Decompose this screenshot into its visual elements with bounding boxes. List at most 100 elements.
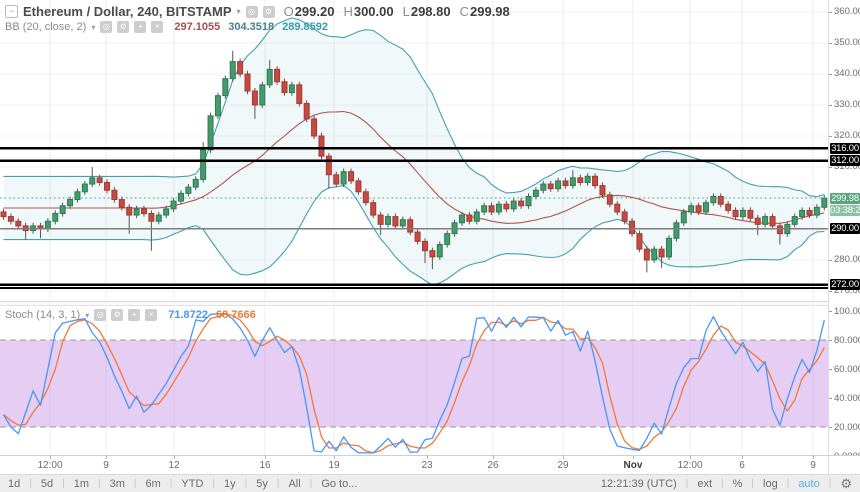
stoch-indicator-label[interactable]: Stoch (14, 3, 1) — [5, 309, 81, 321]
toolbar-separator: | — [133, 478, 137, 489]
plus-icon[interactable]: + — [134, 21, 147, 33]
stoch-axis-label: 20.0000 — [834, 421, 860, 433]
chevron-down-icon[interactable]: ▾ — [236, 7, 241, 16]
price-level-badge: 316.00 — [830, 142, 860, 154]
close-icon[interactable]: × — [145, 309, 158, 321]
toolbar-separator: | — [62, 478, 65, 489]
price-axis[interactable]: 360.00 350.00 340.00 330.00 320.00 310.00 280.… — [828, 0, 860, 462]
bb-indicator-label[interactable]: BB (20, close, 2) — [5, 21, 87, 33]
price-axis-label: 270.00 — [834, 285, 860, 297]
eye-icon[interactable]: ◎ — [245, 5, 258, 18]
axis-corner — [828, 455, 860, 474]
high-label: H — [343, 4, 353, 19]
open-value: 299.20 — [294, 4, 335, 19]
stoch-axis-label: 40.0000 — [834, 392, 860, 404]
chevron-down-icon[interactable]: ▾ — [91, 22, 96, 32]
range-button-1m[interactable]: 1m — [73, 477, 89, 490]
toolbar-separator: | — [244, 478, 248, 489]
range-button-all[interactable]: All — [288, 477, 301, 490]
stoch-value-d: 68.7666 — [216, 309, 256, 321]
bb-value-lower: 289.8592 — [282, 21, 329, 33]
bb-value-basis: 297.1055 — [174, 21, 221, 33]
price-axis-tick — [829, 290, 832, 292]
collapse-pane-icon[interactable]: − — [5, 5, 18, 18]
time-axis[interactable]: 12:00 9 12 16 19 23 26 29 Nov 12:00 6 9 — [0, 455, 860, 474]
time-axis-tick — [265, 456, 266, 459]
stoch-axis-label: 100.0000 — [834, 305, 860, 317]
stoch-axis-label: 60.0000 — [834, 363, 860, 375]
stoch-grid-vertical — [49, 306, 814, 455]
pane-separator[interactable] — [0, 301, 828, 306]
gear-icon[interactable]: ⚙ — [111, 309, 124, 321]
low-value: 298.80 — [410, 4, 451, 19]
range-button-6m[interactable]: 6m — [145, 477, 161, 490]
high-value: 300.00 — [353, 4, 394, 19]
range-button-1y[interactable]: 1y — [224, 477, 236, 490]
stochastic-pane[interactable]: Stoch (14, 3, 1) ▾ ◎ ⚙ + × 71.8722 68.76… — [0, 306, 828, 455]
range-button-1d[interactable]: 1d — [8, 477, 21, 490]
horizontal-level-lines — [0, 147, 828, 289]
time-axis-label: 26 — [487, 460, 499, 471]
main-chart-canvas[interactable] — [0, 0, 828, 302]
time-axis-label: 9 — [103, 460, 109, 471]
stoch-indicator-row: Stoch (14, 3, 1) ▾ ◎ ⚙ + × 71.8722 68.76… — [5, 309, 256, 321]
time-axis-label: 12:00 — [677, 460, 703, 471]
symbol-title[interactable]: Ethereum / Dollar, 240, BITSTAMP — [23, 4, 232, 19]
main-chart-pane[interactable]: − Ethereum / Dollar, 240, BITSTAMP ▾ ◎ ⚙… — [0, 0, 828, 302]
stochastic-canvas[interactable] — [0, 306, 828, 455]
toolbar-separator: | — [685, 478, 689, 489]
price-axis-label: 360.00 — [834, 6, 860, 18]
ext-button[interactable]: ext — [697, 477, 713, 490]
ohlc-values: O 299.20 H 300.00 L 298.80 C 299.98 — [284, 4, 510, 19]
toolbar-separator: | — [29, 478, 32, 489]
auto-button[interactable]: auto — [798, 477, 820, 490]
time-axis-label: 29 — [557, 460, 569, 471]
gear-icon[interactable]: ⚙ — [117, 21, 130, 33]
percent-scale-button[interactable]: % — [732, 477, 743, 490]
range-button-5y[interactable]: 5y — [256, 477, 268, 490]
clock-utc-label[interactable]: 12:21:39 (UTC) — [600, 477, 677, 490]
time-axis-tick — [493, 456, 494, 459]
log-button[interactable]: log — [763, 477, 778, 490]
toolbar-separator: | — [309, 478, 313, 489]
stoch-axis-tick — [829, 398, 832, 399]
settings-gear-icon[interactable]: ⚙ — [840, 476, 852, 491]
time-axis-tick — [334, 456, 335, 459]
time-axis-tick — [427, 456, 428, 459]
time-axis-label: 12:00 — [37, 460, 63, 471]
plus-icon[interactable]: + — [128, 309, 141, 321]
stoch-band — [0, 339, 828, 428]
time-axis-tick — [50, 456, 51, 459]
bollinger-bands — [3, 17, 825, 286]
close-icon[interactable]: × — [151, 21, 164, 33]
range-button-ytd[interactable]: YTD — [181, 477, 204, 490]
price-axis-tick — [829, 135, 832, 137]
price-axis-tick — [829, 73, 832, 75]
price-level-badge: 272.00 — [830, 279, 860, 291]
toolbar-separator: | — [721, 478, 724, 489]
time-axis-label: 16 — [259, 460, 271, 471]
time-axis-label: 23 — [421, 460, 433, 471]
price-axis-tick — [829, 42, 832, 44]
price-axis-label: 340.00 — [834, 68, 860, 80]
chevron-down-icon[interactable]: ▾ — [85, 310, 90, 320]
bb-indicator-row: BB (20, close, 2) ▾ ◎ ⚙ + × 297.1055 304… — [5, 21, 328, 33]
stoch-axis-tick — [829, 427, 832, 428]
toolbar-separator: | — [98, 478, 101, 489]
toolbar-separator: | — [751, 478, 755, 489]
stoch-k-line — [2, 312, 825, 454]
time-axis-tick — [563, 456, 564, 459]
gear-icon[interactable]: ⚙ — [262, 5, 275, 18]
time-axis-tick — [742, 456, 743, 459]
go-to-button[interactable]: Go to... — [321, 477, 358, 490]
eye-icon[interactable]: ◎ — [100, 21, 113, 33]
stoch-axis-tick — [829, 340, 832, 341]
stoch-axis-tick — [829, 369, 832, 370]
eye-icon[interactable]: ◎ — [94, 309, 107, 321]
bb-value-upper: 304.3518 — [228, 21, 275, 33]
range-button-3m[interactable]: 3m — [109, 477, 125, 490]
range-button-5d[interactable]: 5d — [40, 477, 54, 490]
time-axis-tick — [633, 456, 634, 459]
toolbar-separator: | — [212, 478, 215, 489]
